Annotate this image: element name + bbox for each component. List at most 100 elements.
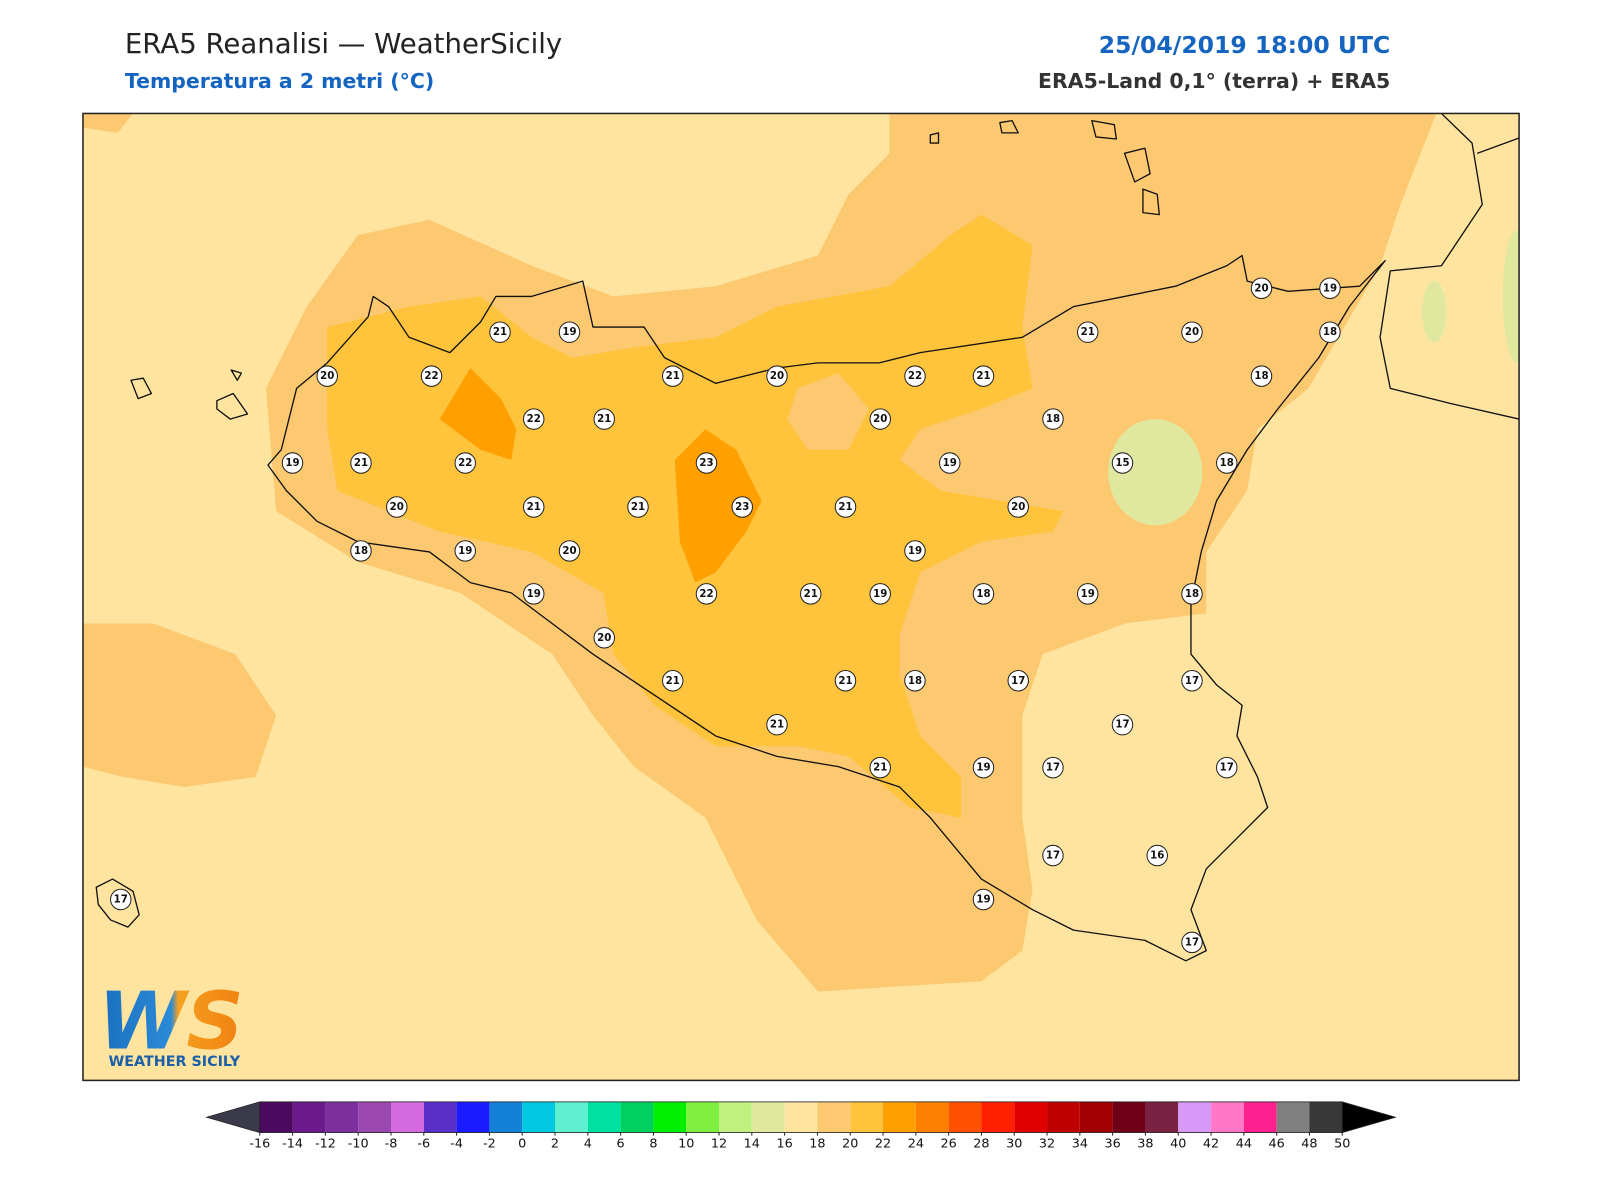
colorbar-tick-label: -12 (315, 1136, 336, 1151)
colorbar-tick-label: 24 (908, 1136, 924, 1151)
colorbar-bin (1243, 1101, 1277, 1133)
colorbar-bin (981, 1101, 1015, 1133)
colorbar-bin (686, 1101, 720, 1133)
source: ERA5-Land 0,1° (terra) + ERA5 (1038, 69, 1390, 93)
station-value: 17 (1011, 676, 1025, 687)
temp-zone-14-16 (1108, 419, 1203, 526)
station-marker (1111, 713, 1134, 736)
colorbar-tick-label: -8 (385, 1136, 398, 1151)
station-marker (695, 452, 718, 474)
colorbar-frame (259, 1101, 1343, 1133)
colorbar-bin (1112, 1101, 1146, 1133)
temp-zone-22-24 (439, 367, 517, 460)
colorbar-bin (784, 1101, 818, 1133)
station-value: 21 (666, 676, 680, 687)
station-value: 21 (838, 676, 852, 687)
station-marker (1111, 452, 1134, 474)
colorbar-tick-label: 18 (809, 1136, 825, 1151)
station-marker (1077, 321, 1099, 343)
station-value: 21 (354, 458, 368, 469)
coastline-calabria (1476, 137, 1520, 154)
colorbar-tick-label: 48 (1301, 1136, 1317, 1151)
station-value: 21 (666, 371, 680, 382)
station-value: 19 (908, 546, 922, 557)
colorbar-bin (259, 1101, 293, 1133)
station-value: 19 (943, 458, 957, 469)
station-marker (799, 583, 822, 605)
station-marker (869, 408, 891, 430)
station-value: 21 (976, 371, 990, 382)
colorbar-tick-label: 22 (875, 1136, 891, 1151)
station-marker (1146, 844, 1168, 867)
colorbar-bin (719, 1101, 752, 1133)
station-marker (386, 496, 408, 518)
colorbar-tick-label: 46 (1269, 1136, 1285, 1151)
station-marker (1319, 277, 1341, 299)
colorbar-bin (1276, 1101, 1310, 1133)
station-marker (904, 540, 926, 562)
colorbar-tick-label: 40 (1170, 1136, 1186, 1151)
station-value: 17 (1185, 937, 1199, 948)
station-marker (869, 756, 891, 779)
station-value: 17 (1115, 720, 1129, 731)
station-value: 22 (527, 414, 541, 425)
station-marker (1042, 408, 1064, 430)
datetime: 25/04/2019 18:00 UTC (1099, 31, 1391, 59)
station-value: 18 (976, 589, 990, 600)
colorbar-bin (587, 1101, 621, 1133)
station-marker (1042, 756, 1064, 779)
colorbar-tick-label: -14 (282, 1136, 303, 1151)
station-value: 18 (1323, 327, 1337, 338)
colorbar-bin (489, 1101, 523, 1133)
colorbar-bin (817, 1101, 851, 1133)
colorbar-bin (620, 1101, 654, 1133)
station-marker (522, 583, 545, 605)
station-value: 15 (1115, 458, 1129, 469)
island (130, 369, 249, 420)
colorbar-bin (751, 1101, 785, 1133)
station-value: 20 (1185, 327, 1199, 338)
island (929, 119, 1160, 216)
station-marker (972, 365, 995, 387)
station-value: 19 (562, 327, 576, 338)
island (95, 878, 140, 928)
station-marker (316, 365, 338, 387)
station-value: 20 (1011, 502, 1025, 513)
colorbar-bin (1309, 1101, 1343, 1133)
colorbar-bin (915, 1101, 949, 1133)
title: ERA5 Reanalisi — WeatherSicily (125, 27, 562, 60)
station-marker (454, 540, 476, 562)
colorbar-tick-label: -4 (450, 1136, 463, 1151)
colorbar-bin (948, 1101, 982, 1133)
station-marker (972, 888, 995, 911)
station-value: 19 (873, 589, 887, 600)
station-value: 19 (976, 895, 990, 906)
colorbar-tick-label: 28 (973, 1136, 989, 1151)
colorbar-tick-label: -2 (483, 1136, 496, 1151)
station-value: 21 (493, 327, 507, 338)
station-marker (695, 583, 718, 605)
station-marker (558, 540, 581, 562)
colorbar-tick-label: 36 (1105, 1136, 1121, 1151)
station-value: 17 (1185, 676, 1199, 687)
station-value: 21 (597, 414, 611, 425)
temp-zone-14-16 (1421, 281, 1447, 343)
station-value: 18 (908, 676, 922, 687)
station-value: 20 (320, 371, 334, 382)
station-marker (972, 583, 995, 605)
temp-zone-14-16 (1502, 230, 1520, 363)
station-value: 21 (838, 502, 852, 513)
stations: 21 19 20 22 21 20 22 21 21 20 20 19 18 18 22 21 20 18 19 21… (110, 277, 1341, 954)
temp-zone-18-20 (787, 373, 869, 450)
station-value: 21 (1081, 327, 1095, 338)
colorbar-tick-label: -6 (417, 1136, 430, 1151)
station-marker (593, 408, 615, 430)
station-marker (1007, 496, 1029, 518)
colorbar-tick-label: 32 (1039, 1136, 1055, 1151)
station-marker (350, 540, 372, 562)
colorbar-bin (1014, 1101, 1048, 1133)
colorbar-bin (456, 1101, 490, 1133)
station-value: 22 (458, 458, 472, 469)
station-marker (731, 496, 753, 518)
